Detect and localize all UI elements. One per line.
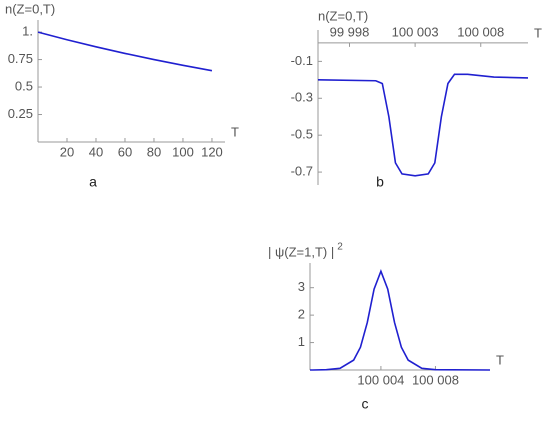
x-tick-label: 100 008 — [412, 372, 459, 387]
y-tick-label: 3 — [298, 279, 305, 294]
caption: c — [362, 396, 369, 412]
x-axis-label: T — [534, 25, 542, 40]
x-axis-label: T — [496, 352, 504, 367]
y-axis-label: n(Z=0,T) — [318, 8, 368, 23]
y-axis-label: n(Z=0,T) — [5, 1, 55, 16]
x-tick-label: 80 — [147, 144, 161, 159]
y-tick-label: -0.5 — [291, 127, 313, 142]
y-axis-label-exponent: 2 — [337, 242, 343, 253]
y-tick-label: 1. — [22, 24, 33, 39]
x-tick-label: 40 — [89, 144, 103, 159]
y-axis-label: | ψ(Z=1,T) | — [268, 244, 334, 259]
x-tick-label: 20 — [60, 144, 74, 159]
y-tick-label: -0.7 — [291, 164, 313, 179]
data-line — [310, 268, 491, 371]
x-tick-label: 100 003 — [392, 24, 439, 39]
x-tick-label: 100 008 — [457, 24, 504, 39]
data-line — [37, 31, 213, 72]
data-line — [317, 73, 529, 177]
x-tick-label: 99 998 — [330, 24, 370, 39]
caption: a — [89, 174, 97, 190]
y-tick-label: -0.3 — [291, 90, 313, 105]
y-tick-label: 1 — [298, 334, 305, 349]
y-tick-label: 0.75 — [8, 51, 33, 66]
y-tick-label: 0.25 — [8, 106, 33, 121]
caption: b — [376, 174, 384, 190]
y-tick-label: -0.1 — [291, 53, 313, 68]
y-tick-label: 0.5 — [15, 78, 33, 93]
y-tick-label: 2 — [298, 307, 305, 322]
x-tick-label: 100 004 — [357, 372, 404, 387]
x-axis-label: T — [231, 124, 239, 139]
x-tick-label: 60 — [118, 144, 132, 159]
x-tick-label: 100 — [172, 144, 194, 159]
x-tick-label: 120 — [201, 144, 223, 159]
